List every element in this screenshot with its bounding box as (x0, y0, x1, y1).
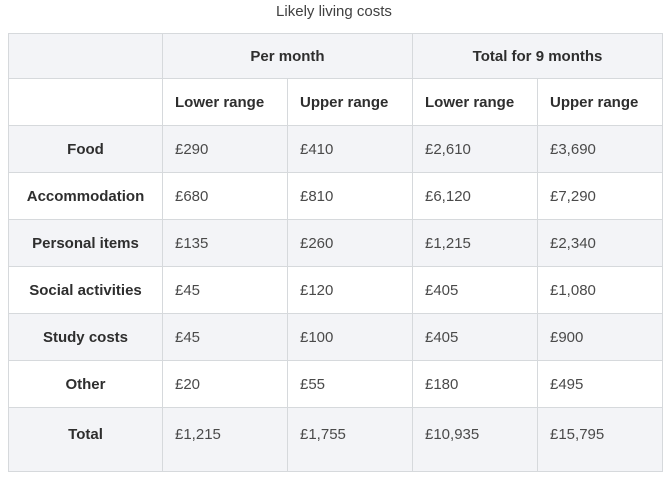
cell-value: £10,935 (412, 407, 538, 472)
cell-value: £1,215 (412, 219, 538, 267)
cell-value: £1,215 (162, 407, 288, 472)
cell-value: £900 (536, 313, 664, 361)
table-row-personal-items: Personal items £135 £260 £1,215 £2,340 (8, 219, 664, 267)
cell-value: £405 (412, 313, 538, 361)
corner-cell-2 (8, 78, 163, 126)
corner-cell (8, 33, 163, 79)
cell-value: £6,120 (412, 172, 538, 220)
row-label: Study costs (8, 313, 163, 361)
cell-value: £3,690 (536, 125, 664, 173)
row-label: Social activities (8, 266, 163, 314)
cell-value: £290 (162, 125, 288, 173)
table-row-accommodation: Accommodation £680 £810 £6,120 £7,290 (8, 172, 664, 220)
cell-value: £2,340 (536, 219, 664, 267)
table-row-total: Total £1,215 £1,755 £10,935 £15,795 (8, 407, 664, 472)
row-label: Food (8, 125, 163, 173)
subheader-lower-range-month: Lower range (162, 78, 288, 126)
subheader-upper-range-total: Upper range (536, 78, 664, 126)
cell-value: £1,080 (536, 266, 664, 314)
subheader-lower-range-total: Lower range (412, 78, 538, 126)
cell-value: £120 (287, 266, 413, 314)
cell-value: £260 (287, 219, 413, 267)
cell-value: £45 (162, 266, 288, 314)
table-row-other: Other £20 £55 £180 £495 (8, 360, 664, 408)
cell-value: £680 (162, 172, 288, 220)
row-label: Accommodation (8, 172, 163, 220)
living-costs-table: Per month Total for 9 months Lower range… (8, 33, 664, 472)
table-row-food: Food £290 £410 £2,610 £3,690 (8, 125, 664, 173)
column-group-per-month: Per month (162, 33, 413, 79)
row-label: Personal items (8, 219, 163, 267)
cell-value: £15,795 (536, 407, 664, 472)
cell-value: £45 (162, 313, 288, 361)
cell-value: £100 (287, 313, 413, 361)
row-label: Total (8, 407, 163, 472)
cell-value: £405 (412, 266, 538, 314)
column-group-total-9-months: Total for 9 months (411, 33, 664, 79)
cell-value: £180 (412, 360, 538, 408)
table-title: Likely living costs (276, 3, 392, 20)
cell-value: £135 (162, 219, 288, 267)
cell-value: £20 (162, 360, 288, 408)
table-row-study-costs: Study costs £45 £100 £405 £900 (8, 313, 664, 361)
cell-value: £810 (287, 172, 413, 220)
header-group-row: Per month Total for 9 months (8, 33, 664, 79)
row-label: Other (8, 360, 163, 408)
header-sub-row: Lower range Upper range Lower range Uppe… (8, 78, 664, 126)
cell-value: £410 (287, 125, 413, 173)
cell-value: £7,290 (536, 172, 664, 220)
table-row-social-activities: Social activities £45 £120 £405 £1,080 (8, 266, 664, 314)
cell-value: £55 (287, 360, 413, 408)
cell-value: £2,610 (412, 125, 538, 173)
subheader-upper-range-month: Upper range (287, 78, 413, 126)
cell-value: £495 (536, 360, 664, 408)
cell-value: £1,755 (287, 407, 413, 472)
